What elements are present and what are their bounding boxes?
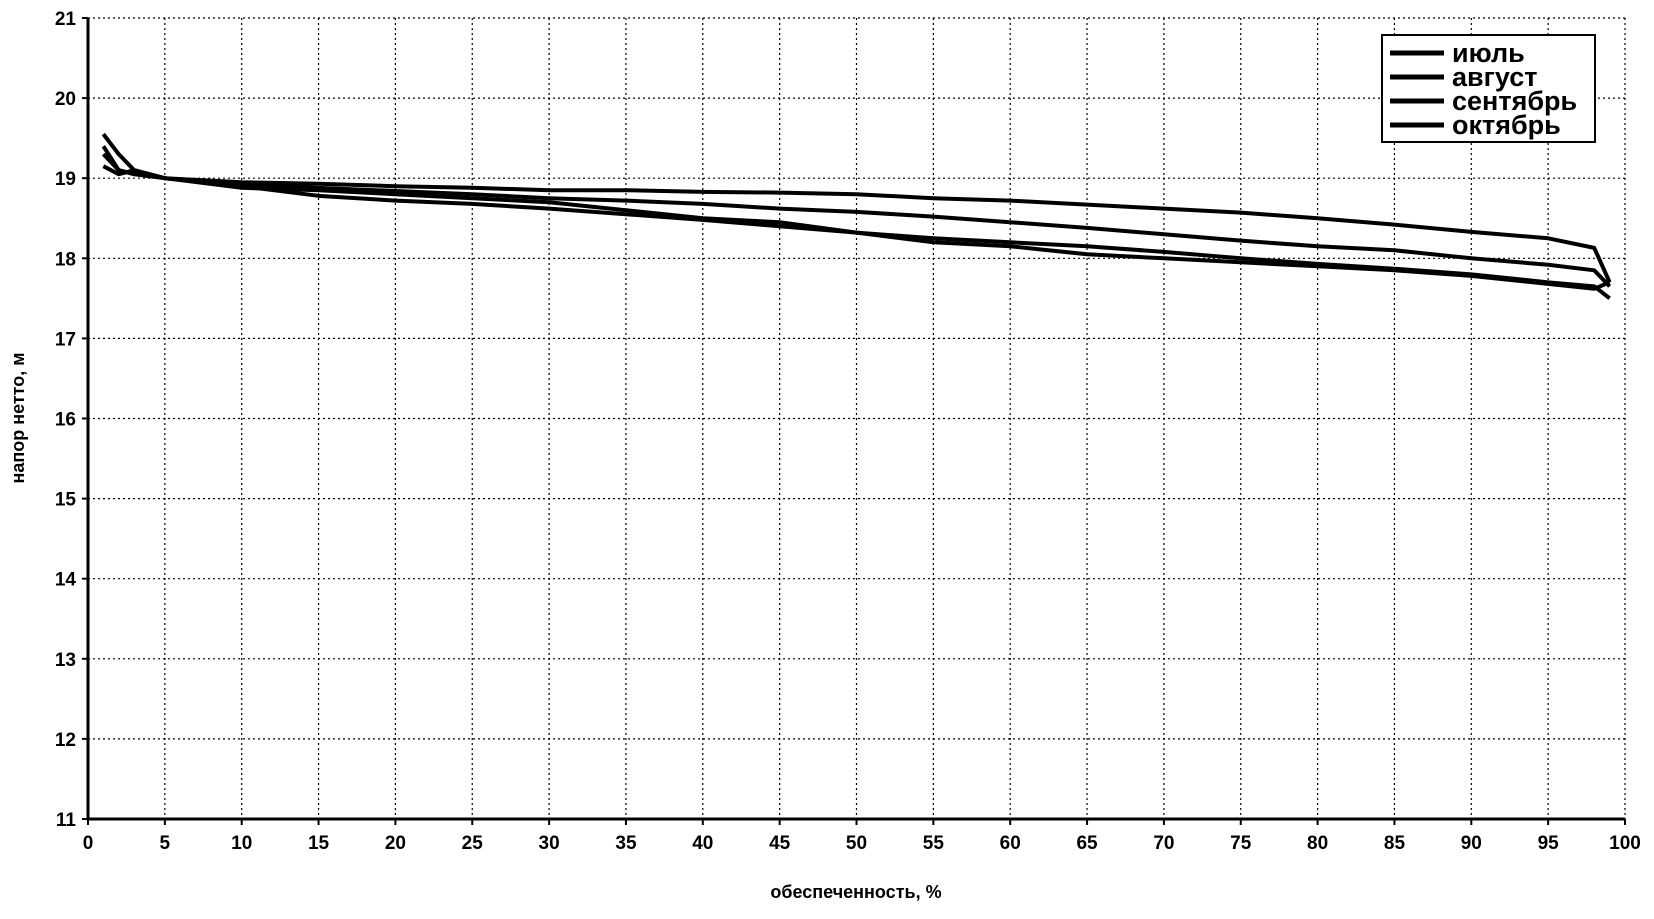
y-tick-label: 12 — [55, 730, 76, 751]
legend-label: октябрь — [1452, 110, 1561, 140]
y-tick-label: 20 — [55, 89, 76, 110]
y-tick-label: 15 — [55, 490, 77, 511]
legend-label: июль — [1452, 38, 1525, 68]
y-tick-label: 16 — [55, 410, 76, 431]
legend-label: сентябрь — [1452, 86, 1577, 116]
x-tick-label: 75 — [1230, 833, 1252, 854]
x-tick-label: 60 — [1000, 833, 1021, 854]
y-tick-label: 14 — [55, 570, 77, 591]
y-tick-label: 11 — [56, 810, 77, 831]
x-tick-label: 35 — [615, 833, 637, 854]
x-tick-label: 0 — [83, 833, 94, 854]
y-tick-label: 19 — [55, 169, 76, 190]
x-tick-label: 25 — [462, 833, 484, 854]
x-tick-label: 65 — [1076, 833, 1098, 854]
x-tick-label: 15 — [308, 833, 330, 854]
x-tick-label: 10 — [231, 833, 252, 854]
x-tick-label: 70 — [1153, 833, 1174, 854]
y-axis-label: напор нетто, м — [8, 352, 28, 483]
legend-label: август — [1452, 62, 1537, 92]
y-tick-label: 13 — [55, 650, 76, 671]
x-tick-label: 20 — [385, 833, 406, 854]
x-tick-label: 30 — [539, 833, 560, 854]
x-tick-label: 50 — [846, 833, 867, 854]
x-tick-label: 80 — [1307, 833, 1328, 854]
x-tick-label: 5 — [160, 833, 171, 854]
x-tick-label: 100 — [1609, 833, 1641, 854]
x-tick-label: 55 — [923, 833, 945, 854]
y-tick-label: 21 — [55, 9, 77, 30]
series-line — [101, 152, 1611, 291]
x-tick-label: 40 — [692, 833, 713, 854]
y-tick-label: 17 — [55, 329, 76, 350]
x-tick-label: 95 — [1538, 833, 1560, 854]
y-tick-label: 18 — [55, 249, 76, 270]
x-tick-label: 90 — [1461, 833, 1482, 854]
x-tick-label: 85 — [1384, 833, 1406, 854]
x-axis-label: обеспеченность, % — [770, 882, 941, 902]
x-tick-label: 45 — [769, 833, 791, 854]
